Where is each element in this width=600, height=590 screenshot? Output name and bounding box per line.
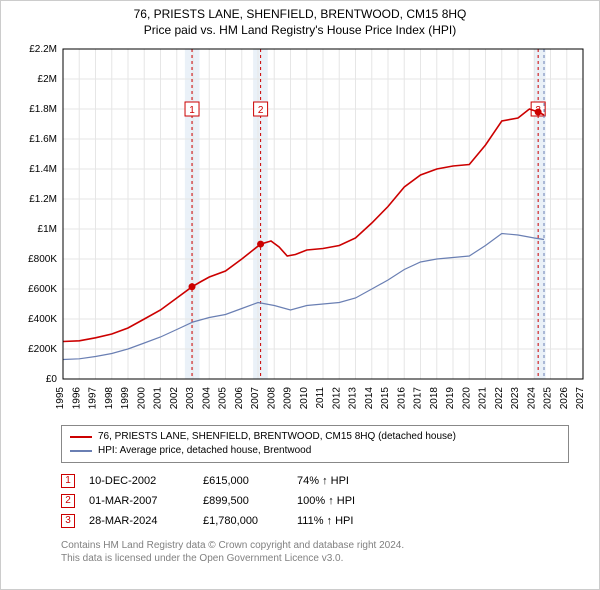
- y-tick-label: £2.2M: [29, 44, 57, 55]
- y-tick-label: £2M: [38, 74, 57, 85]
- x-tick-label: 2009: [283, 387, 294, 410]
- x-tick-label: 2020: [461, 387, 472, 410]
- y-tick-label: £200K: [28, 344, 57, 355]
- x-tick-label: 2016: [396, 387, 407, 410]
- x-tick-label: 2000: [136, 387, 147, 410]
- y-tick-label: £800K: [28, 254, 57, 265]
- sale-row: 1 10-DEC-2002 £615,000 74% ↑ HPI: [61, 471, 569, 491]
- legend-swatch: [70, 450, 92, 452]
- x-tick-label: 2027: [575, 387, 586, 410]
- sale-pct: 74% ↑ HPI: [297, 471, 387, 491]
- sale-marker-label: 1: [189, 105, 195, 116]
- x-tick-label: 2024: [526, 387, 537, 410]
- x-tick-label: 1996: [71, 387, 82, 410]
- legend: 76, PRIESTS LANE, SHENFIELD, BRENTWOOD, …: [61, 425, 569, 463]
- sale-price: £615,000: [203, 471, 283, 491]
- x-tick-label: 2001: [153, 387, 164, 410]
- x-tick-label: 2002: [169, 387, 180, 410]
- x-tick-label: 2023: [510, 387, 521, 410]
- sale-marker: 2: [61, 494, 75, 508]
- x-tick-label: 2004: [201, 387, 212, 410]
- x-tick-label: 2014: [364, 387, 375, 410]
- legend-row: HPI: Average price, detached house, Bren…: [70, 444, 560, 458]
- y-tick-label: £1M: [38, 224, 57, 235]
- chart-area: £0 £200K £400K £600K £800K £1M £1.2M £1.4M £1.6M…: [1, 39, 599, 419]
- legend-label: HPI: Average price, detached house, Bren…: [98, 444, 311, 458]
- sale-row: 2 01-MAR-2007 £899,500 100% ↑ HPI: [61, 491, 569, 511]
- sale-date: 28-MAR-2024: [89, 511, 189, 531]
- x-tick-label: 2015: [380, 387, 391, 410]
- sale-marker: 3: [61, 514, 75, 528]
- legend-swatch: [70, 436, 92, 438]
- sale-marker-label: 2: [258, 105, 264, 116]
- x-tick-label: 2003: [185, 387, 196, 410]
- x-tick-label: 2018: [429, 387, 440, 410]
- sale-date: 10-DEC-2002: [89, 471, 189, 491]
- sale-marker: 1: [61, 474, 75, 488]
- line-chart-svg: £0 £200K £400K £600K £800K £1M £1.2M £1.4M £1.6M…: [11, 43, 591, 419]
- y-tick-label: £0: [46, 374, 58, 385]
- sale-pct: 100% ↑ HPI: [297, 491, 387, 511]
- legend-row: 76, PRIESTS LANE, SHENFIELD, BRENTWOOD, …: [70, 430, 560, 444]
- sale-price: £899,500: [203, 491, 283, 511]
- y-tick-label: £400K: [28, 314, 57, 325]
- y-tick-label: £1.6M: [29, 134, 57, 145]
- sales-table: 1 10-DEC-2002 £615,000 74% ↑ HPI 2 01-MAR-200…: [61, 471, 569, 531]
- y-tick-label: £1.2M: [29, 194, 57, 205]
- y-tick-label: £1.4M: [29, 164, 57, 175]
- x-tick-label: 1995: [55, 387, 66, 410]
- x-tick-label: 2025: [543, 387, 554, 410]
- x-tick-label: 2021: [478, 387, 489, 410]
- x-tick-label: 2008: [266, 387, 277, 410]
- x-tick-label: 2022: [494, 387, 505, 410]
- y-tick-label: £1.8M: [29, 104, 57, 115]
- x-tick-label: 2006: [234, 387, 245, 410]
- x-tick-label: 2019: [445, 387, 456, 410]
- x-tick-label: 2013: [348, 387, 359, 410]
- sale-price: £1,780,000: [203, 511, 283, 531]
- x-tick-label: 2007: [250, 387, 261, 410]
- sale-date: 01-MAR-2007: [89, 491, 189, 511]
- x-tick-label: 2017: [413, 387, 424, 410]
- attribution: Contains HM Land Registry data © Crown c…: [61, 539, 569, 565]
- x-tick-label: 1999: [120, 387, 131, 410]
- chart-container: 76, PRIESTS LANE, SHENFIELD, BRENTWOOD, …: [0, 0, 600, 590]
- x-tick-label: 1998: [104, 387, 115, 410]
- sale-pct: 111% ↑ HPI: [297, 511, 387, 531]
- legend-label: 76, PRIESTS LANE, SHENFIELD, BRENTWOOD, …: [98, 430, 456, 444]
- x-tick-label: 2011: [315, 387, 326, 409]
- title-subtitle: Price paid vs. HM Land Registry's House …: [5, 23, 595, 37]
- attribution-line1: Contains HM Land Registry data © Crown c…: [61, 539, 569, 552]
- y-tick-label: £600K: [28, 284, 57, 295]
- x-tick-label: 2026: [559, 387, 570, 410]
- sale-row: 3 28-MAR-2024 £1,780,000 111% ↑ HPI: [61, 511, 569, 531]
- x-tick-label: 2010: [299, 387, 310, 410]
- x-tick-label: 1997: [88, 387, 99, 410]
- title-block: 76, PRIESTS LANE, SHENFIELD, BRENTWOOD, …: [1, 1, 599, 39]
- x-tick-label: 2005: [218, 387, 229, 410]
- title-address: 76, PRIESTS LANE, SHENFIELD, BRENTWOOD, …: [5, 7, 595, 21]
- x-tick-label: 2012: [331, 387, 342, 410]
- attribution-line2: This data is licensed under the Open Gov…: [61, 552, 569, 565]
